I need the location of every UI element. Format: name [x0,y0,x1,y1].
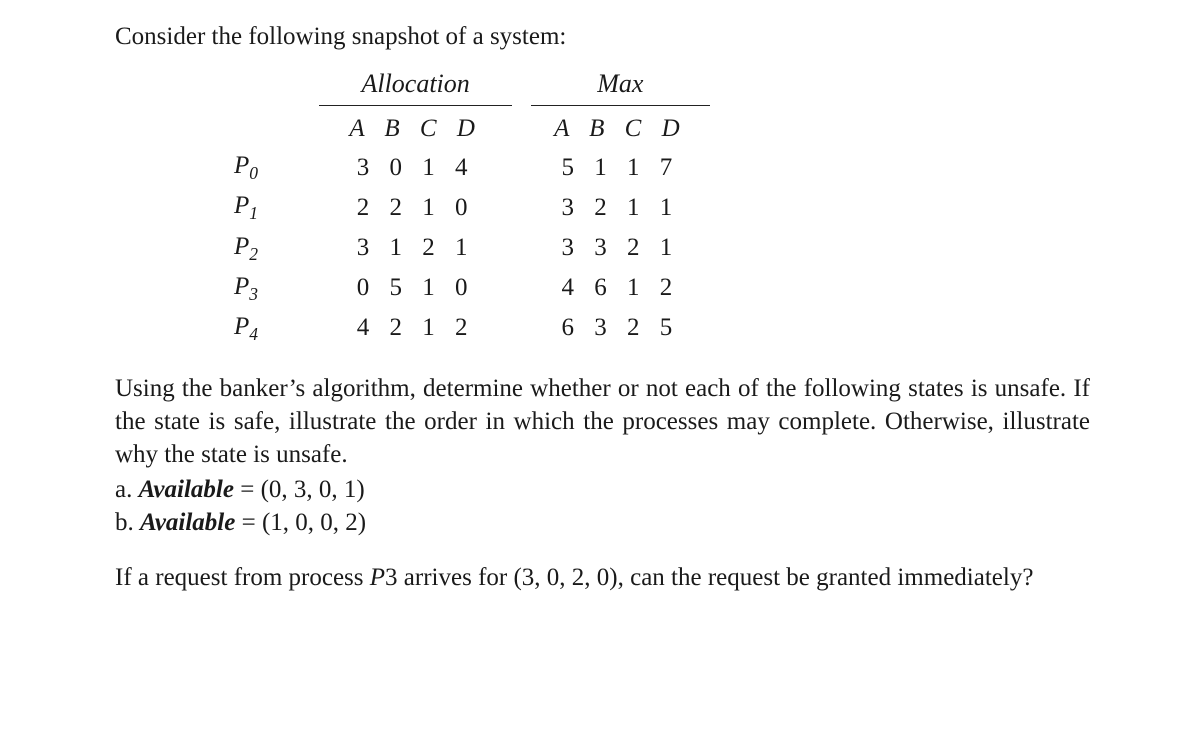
header-allocation: Allocation [319,65,512,106]
part-a-label: a. [115,476,139,503]
alloc-cell: 2 2 1 0 [319,187,512,227]
table-row: P2 3 1 2 1 3 3 2 1 [230,228,710,268]
final-question: If a request from process P3 arrives for… [115,561,1090,594]
final-post: arrives for (3, 0, 2, 0), can the reques… [398,564,1034,591]
part-a: a. Available = (0, 3, 0, 1) [115,473,1090,506]
part-b-available: Available [140,509,235,536]
part-b-label: b. [115,509,140,536]
max-cell: 3 3 2 1 [531,228,710,268]
table-row: P0 3 0 1 4 5 1 1 7 [230,147,710,187]
table-row: P3 0 5 1 0 4 6 1 2 [230,268,710,308]
resource-table-wrap: Allocation Max A B C D A B C D P0 3 0 1 … [230,65,710,348]
main-question: Using the banker’s algorithm, determine … [115,372,1090,471]
intro-text: Consider the following snapshot of a sys… [115,20,1090,53]
table-row: P1 2 2 1 0 3 2 1 1 [230,187,710,227]
final-proc-sub: 3 [385,564,398,591]
col-letters-max: A B C D [531,106,710,148]
process-label: P2 [230,228,319,268]
part-a-rest: = (0, 3, 0, 1) [234,476,365,503]
part-a-available: Available [139,476,234,503]
table-row: P4 4 2 1 2 6 3 2 5 [230,308,710,348]
part-b-rest: = (1, 0, 0, 2) [235,509,366,536]
alloc-cell: 3 1 2 1 [319,228,512,268]
page-root: Consider the following snapshot of a sys… [0,0,1200,594]
alloc-cell: 0 5 1 0 [319,268,512,308]
header-empty [230,65,319,106]
process-label: P3 [230,268,319,308]
max-cell: 3 2 1 1 [531,187,710,227]
resource-table: Allocation Max A B C D A B C D P0 3 0 1 … [230,65,710,348]
table-header-row: Allocation Max [230,65,710,106]
col-letters-alloc: A B C D [319,106,512,148]
process-label: P0 [230,147,319,187]
part-b: b. Available = (1, 0, 0, 2) [115,506,1090,539]
max-cell: 6 3 2 5 [531,308,710,348]
alloc-cell: 3 0 1 4 [319,147,512,187]
alloc-cell: 4 2 1 2 [319,308,512,348]
header-max: Max [531,65,710,106]
process-label: P4 [230,308,319,348]
process-label: P1 [230,187,319,227]
final-proc: P [370,564,385,591]
final-pre: If a request from process [115,564,370,591]
max-cell: 4 6 1 2 [531,268,710,308]
column-letters-row: A B C D A B C D [230,106,710,148]
max-cell: 5 1 1 7 [531,147,710,187]
